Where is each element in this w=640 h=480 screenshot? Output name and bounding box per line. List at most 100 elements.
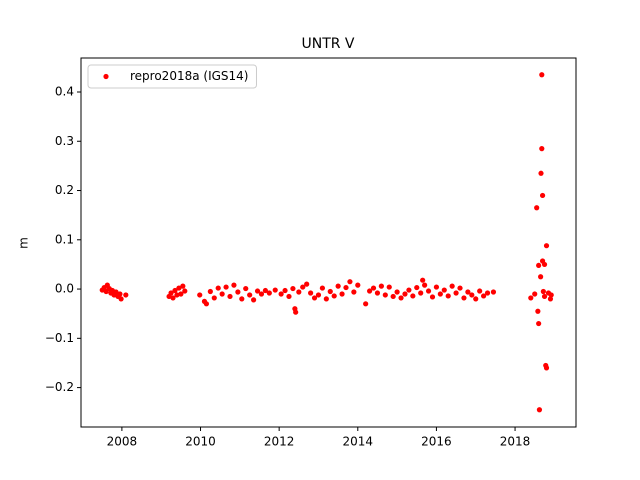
point xyxy=(251,297,257,303)
point xyxy=(469,292,475,298)
point xyxy=(266,290,272,296)
point xyxy=(370,285,377,291)
point xyxy=(433,284,440,290)
point xyxy=(528,295,534,301)
x-tick-label: 2010 xyxy=(185,435,216,449)
point xyxy=(490,289,497,295)
point xyxy=(172,287,178,294)
point xyxy=(378,283,384,289)
point xyxy=(543,243,550,249)
x-tick-label: 2014 xyxy=(343,435,374,449)
point xyxy=(536,320,542,327)
point xyxy=(406,287,412,293)
point xyxy=(441,287,447,293)
point xyxy=(473,296,479,302)
point xyxy=(540,288,546,295)
point xyxy=(382,292,388,298)
point xyxy=(319,285,326,291)
point xyxy=(394,289,400,295)
point xyxy=(239,296,245,302)
point xyxy=(402,291,408,297)
point xyxy=(541,293,548,300)
point xyxy=(351,289,357,295)
point xyxy=(323,296,329,302)
y-tick-label: 0.1 xyxy=(55,232,74,246)
point xyxy=(461,295,467,301)
y-tick-label: 0.2 xyxy=(55,183,74,197)
y-axis-label: m xyxy=(17,237,31,249)
point xyxy=(541,261,548,268)
point xyxy=(539,146,545,152)
point xyxy=(311,295,318,301)
point xyxy=(282,287,288,294)
point xyxy=(465,289,471,295)
point xyxy=(422,282,428,288)
y-tick-label: 0.4 xyxy=(55,84,74,98)
point xyxy=(418,290,424,296)
point xyxy=(414,284,420,291)
point xyxy=(437,291,443,297)
point xyxy=(543,365,550,371)
point xyxy=(398,295,404,301)
point xyxy=(538,274,544,280)
point xyxy=(168,290,174,296)
point xyxy=(215,285,221,291)
point xyxy=(536,262,542,269)
point xyxy=(339,291,345,297)
point xyxy=(123,292,129,298)
point xyxy=(410,293,416,299)
x-tick-label: 2012 xyxy=(264,435,295,449)
point xyxy=(386,284,392,290)
point xyxy=(532,291,538,297)
point xyxy=(548,292,554,298)
point xyxy=(254,288,261,294)
point xyxy=(374,290,381,296)
point xyxy=(296,289,302,295)
point xyxy=(262,287,268,294)
point xyxy=(347,279,353,285)
point xyxy=(363,301,369,307)
point xyxy=(366,288,373,294)
point xyxy=(536,407,543,413)
point xyxy=(293,309,299,315)
point xyxy=(420,277,426,283)
chart-title: UNTR V xyxy=(301,36,354,52)
point xyxy=(315,292,322,298)
point xyxy=(180,283,186,289)
point xyxy=(547,296,554,302)
point xyxy=(429,294,436,300)
y-tick-label: −0.1 xyxy=(45,331,74,345)
point xyxy=(300,284,306,290)
point xyxy=(286,293,292,300)
point xyxy=(539,72,545,78)
legend-label: repro2018a (IGS14) xyxy=(130,69,248,83)
point xyxy=(211,295,217,301)
point xyxy=(219,291,225,297)
point xyxy=(243,285,249,292)
point xyxy=(481,293,487,299)
point xyxy=(278,291,284,297)
point xyxy=(304,281,310,287)
y-tick-label: 0.3 xyxy=(55,134,74,148)
point xyxy=(207,288,213,295)
x-tick-label: 2008 xyxy=(107,435,138,449)
point xyxy=(484,290,491,296)
y-tick-label: −0.2 xyxy=(45,380,74,394)
point xyxy=(113,289,119,295)
legend-box xyxy=(87,64,257,89)
point xyxy=(170,295,176,301)
point xyxy=(203,301,210,307)
point xyxy=(231,282,237,288)
plot-frame xyxy=(80,57,577,428)
point xyxy=(258,291,265,297)
point xyxy=(535,308,541,314)
point xyxy=(343,284,349,291)
point xyxy=(335,283,341,289)
y-tick-label: 0.0 xyxy=(55,282,74,296)
point xyxy=(355,282,361,288)
point xyxy=(457,285,463,291)
point xyxy=(182,288,188,294)
point xyxy=(290,285,296,292)
legend-marker xyxy=(103,73,109,80)
